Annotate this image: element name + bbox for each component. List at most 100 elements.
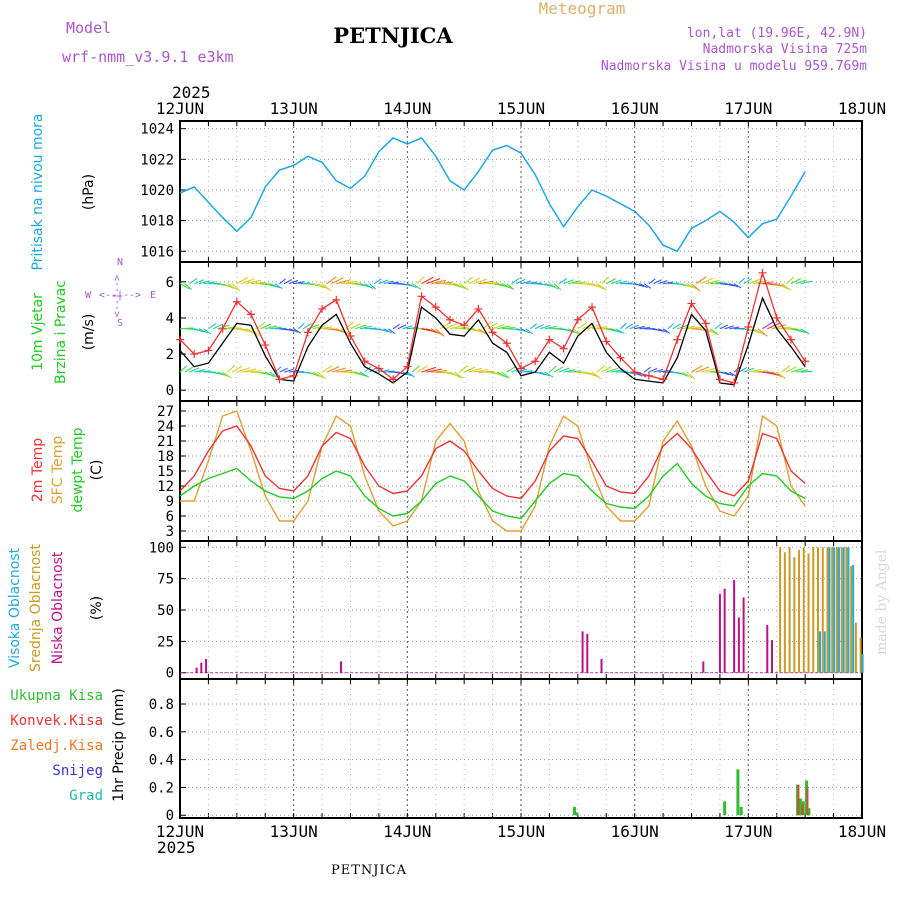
mid-cloud-bar [788, 547, 791, 673]
wind-direction-arrow [738, 277, 746, 285]
wind-direction-arrow [653, 368, 664, 373]
wind-direction-arrow [776, 283, 789, 290]
mid-cloud-bar [854, 622, 857, 673]
wind-direction-arrow [321, 283, 332, 292]
wind-direction-arrow [497, 325, 511, 330]
top-day-label: 17JUN [724, 99, 772, 118]
top-date-axis: 12JUN 13JUN 14JUN 15JUN 16JUN 17JUN 18JUN [156, 99, 886, 118]
wind-direction-arrow [497, 283, 510, 289]
legend-snow: Snijeg [52, 763, 103, 779]
wind-mean-line [179, 296, 806, 386]
gust-marker [232, 297, 241, 306]
compass-vertical: <--|--> [112, 275, 123, 317]
mid-cloud-bar [812, 547, 815, 673]
y-tick-label: 50 [157, 603, 174, 619]
wind-direction-arrow [312, 283, 326, 289]
wind-direction-arrow [260, 323, 272, 330]
wind-direction-arrow [397, 324, 407, 330]
gust-marker [588, 303, 597, 312]
wind-direction-arrow [203, 328, 212, 335]
mid-cloud-bar [783, 552, 786, 673]
wind-direction-arrow [752, 328, 765, 336]
precip-legend: Ukupna Kisa Konvek.Kisa Zaledj.Kisa Snij… [10, 688, 103, 804]
wind-direction-arrow [506, 366, 516, 373]
high-cloud-bar [828, 547, 831, 673]
wind-direction-arrow [724, 283, 735, 287]
wind-direction-arrow [298, 322, 305, 330]
temp-ylabel-2: SFC Temp [50, 436, 66, 505]
gust-marker [332, 295, 341, 304]
gust-marker [190, 350, 199, 359]
temp-ylabel-1: 2m Temp [30, 438, 46, 502]
y-tick-label: 27 [157, 404, 174, 420]
wind-direction-arrow [795, 328, 807, 334]
wind-direction-arrow [478, 280, 494, 285]
wind-direction-arrow [444, 323, 458, 330]
wind-direction-arrow [610, 369, 624, 373]
gust-marker [360, 357, 369, 366]
wind-direction-arrow [492, 371, 505, 377]
wind-direction-arrow [359, 371, 369, 378]
wind-direction-arrow [662, 328, 671, 334]
wind-direction-arrow [729, 326, 740, 330]
wind-direction-arrow [317, 283, 329, 290]
y-tick-label: 0.8 [149, 697, 174, 713]
wind-direction-arrow [378, 369, 390, 373]
wind-direction-arrow [672, 323, 682, 330]
gust-marker [488, 328, 497, 337]
wind-direction-arrow [378, 328, 389, 333]
wind-direction-arrow [596, 283, 607, 291]
mid-cloud-bar [840, 547, 843, 673]
wind-ylabel-1: 10m Vjetar [30, 293, 46, 371]
bottom-day-label: 13JUN [270, 822, 318, 841]
wind-direction-arrow [269, 326, 282, 330]
precip-panel: 0 0.2 0.4 0.6 0.8 [149, 678, 863, 824]
wind-direction-arrow [284, 368, 294, 373]
low-cloud-bar [742, 597, 745, 673]
wind-direction-arrow [525, 328, 534, 335]
wind-direction-arrow [217, 371, 229, 377]
total-rain-bar [723, 801, 727, 816]
gust-marker [758, 268, 767, 277]
wind-direction-arrow [677, 371, 688, 377]
wind-direction-arrow [449, 371, 461, 379]
high-cloud-bar [837, 547, 840, 673]
wind-direction-arrow [302, 323, 312, 330]
wind-direction-arrow [265, 371, 276, 378]
compass-w: W [85, 290, 92, 301]
y-tick-label: 25 [157, 634, 174, 650]
gust-marker [673, 335, 682, 344]
wind-direction-arrow [265, 325, 278, 330]
wind-direction-arrow [198, 328, 209, 334]
wind-direction-arrow [558, 277, 568, 285]
gust-marker [545, 335, 554, 344]
wind-direction-arrow [373, 278, 382, 285]
pressure-line [179, 136, 806, 253]
t2m-line [179, 425, 806, 500]
wind-direction-arrow [269, 371, 278, 378]
gust-marker [644, 371, 653, 380]
wind-direction-arrow [293, 328, 302, 334]
total-rain-bar [575, 812, 579, 816]
wind-direction-arrow [568, 370, 582, 373]
wind-direction-arrow [748, 328, 761, 334]
wind-direction-arrow [620, 322, 627, 330]
wind-direction-arrow [615, 280, 628, 285]
gust-marker [744, 322, 753, 331]
wind-direction-arrow [544, 283, 556, 288]
wind-direction-arrow [729, 371, 737, 377]
model-name: wrf-nmm_v3.9.1 e3km [62, 48, 234, 66]
wind-direction-arrow [463, 366, 476, 373]
wind-direction-arrow [667, 323, 675, 330]
compass-horizontal: <--|--> [99, 290, 141, 301]
wind-direction-arrow [454, 326, 469, 330]
sfc-temp-line [180, 410, 806, 532]
low-cloud-bar [195, 667, 198, 673]
wind-direction-arrow [326, 366, 340, 373]
wind-direction-arrow [364, 283, 374, 289]
wind-ylabel-2: Brzina i Pravac [53, 280, 69, 384]
compass-e: E [150, 290, 156, 301]
wind-direction-arrow [753, 370, 768, 373]
wind-direction-arrow [473, 368, 489, 373]
